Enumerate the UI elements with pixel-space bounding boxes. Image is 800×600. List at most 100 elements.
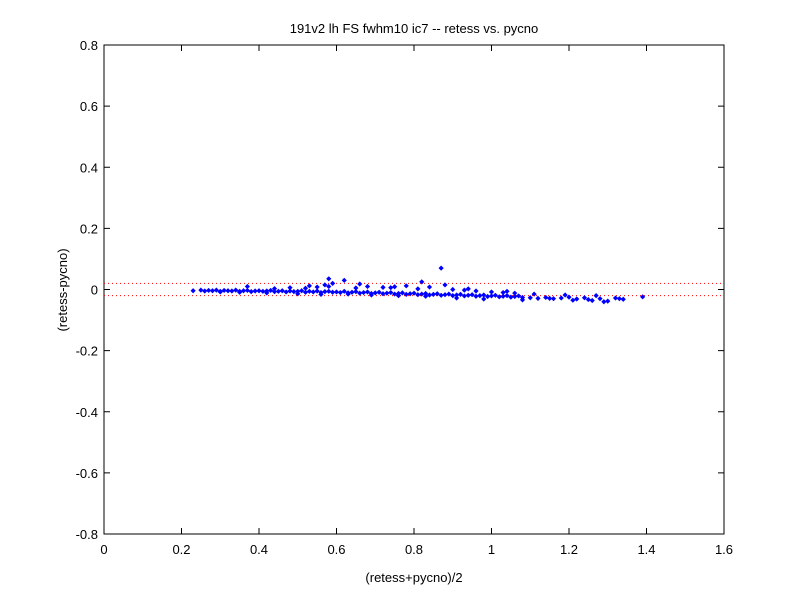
data-point xyxy=(423,293,429,299)
data-point xyxy=(333,289,340,295)
data-point xyxy=(434,291,440,297)
data-point xyxy=(256,288,262,294)
data-point xyxy=(283,289,289,295)
data-point xyxy=(287,288,293,294)
data-point xyxy=(450,293,456,299)
data-point xyxy=(488,289,495,295)
reference-lines xyxy=(104,282,724,297)
data-point xyxy=(481,296,487,302)
data-point xyxy=(581,295,588,301)
data-point xyxy=(275,288,281,294)
data-point xyxy=(314,284,320,290)
data-point xyxy=(570,297,576,303)
y-tick-label: 0.2 xyxy=(80,221,98,236)
data-point xyxy=(438,265,444,271)
data-point xyxy=(516,293,522,299)
data-point xyxy=(504,293,510,299)
data-point xyxy=(492,292,498,298)
data-point xyxy=(299,288,305,294)
data-point xyxy=(326,276,332,282)
data-point xyxy=(349,289,355,295)
data-point xyxy=(593,293,599,299)
data-point xyxy=(403,283,409,289)
y-tick-label: 0.4 xyxy=(80,160,98,175)
data-point xyxy=(469,292,475,298)
data-point xyxy=(473,288,479,294)
data-point xyxy=(244,283,250,290)
data-point xyxy=(229,288,235,294)
data-point xyxy=(225,288,231,294)
data-point xyxy=(302,289,309,295)
data-point xyxy=(419,279,425,285)
data-point xyxy=(202,288,208,294)
data-point xyxy=(326,283,332,290)
data-point xyxy=(306,288,312,294)
data-point xyxy=(287,285,293,291)
data-point xyxy=(500,289,506,296)
data-point xyxy=(566,294,572,300)
x-tick-label: 0.8 xyxy=(405,542,423,557)
data-point xyxy=(361,289,367,296)
data-point xyxy=(380,291,386,297)
x-axis-ticks: 0 0.2 0.4 0.6 0.8 1 1.2 1.4 1.6 xyxy=(100,45,733,557)
data-point xyxy=(558,295,564,301)
plot-frame xyxy=(103,44,725,535)
x-tick-label: 1.2 xyxy=(560,542,578,557)
data-point xyxy=(314,288,320,294)
data-point xyxy=(616,296,622,302)
data-point xyxy=(384,290,390,296)
data-point xyxy=(209,288,216,294)
data-point xyxy=(233,287,239,293)
data-point xyxy=(206,287,212,294)
data-point xyxy=(550,296,557,302)
data-point xyxy=(438,292,444,298)
data-point xyxy=(519,297,526,303)
data-point xyxy=(279,288,285,294)
data-point xyxy=(496,294,502,300)
data-point xyxy=(322,282,328,288)
data-point xyxy=(388,289,394,296)
data-point xyxy=(597,296,603,302)
x-tick-label: 0.2 xyxy=(172,542,190,557)
data-point xyxy=(295,291,301,297)
data-point xyxy=(271,285,278,292)
data-point xyxy=(423,290,429,297)
y-tick-label: 0.6 xyxy=(80,99,98,114)
x-tick-label: 0.6 xyxy=(327,542,345,557)
data-point xyxy=(399,290,405,296)
data-point xyxy=(543,294,549,301)
data-point xyxy=(341,277,347,283)
data-point xyxy=(244,287,250,294)
plot-area xyxy=(103,44,725,535)
data-point xyxy=(415,286,421,292)
data-point xyxy=(392,284,398,290)
data-point xyxy=(508,294,514,300)
data-point xyxy=(380,284,386,290)
data-point xyxy=(426,292,433,298)
data-point xyxy=(372,290,378,296)
data-point xyxy=(446,291,452,297)
y-tick-label: -0.8 xyxy=(76,527,98,542)
data-point xyxy=(504,288,510,294)
data-point xyxy=(527,295,533,301)
data-point xyxy=(271,289,278,295)
data-point xyxy=(477,293,483,299)
data-point xyxy=(430,291,436,297)
data-point xyxy=(388,285,394,291)
data-point xyxy=(442,292,448,298)
data-point xyxy=(364,283,371,290)
data-point xyxy=(302,285,309,291)
data-point xyxy=(601,299,607,305)
data-point xyxy=(612,295,619,301)
data-point xyxy=(605,298,611,304)
data-point xyxy=(473,293,479,299)
data-point xyxy=(357,290,363,296)
data-point xyxy=(512,290,518,296)
x-tick-label: 0 xyxy=(100,542,107,557)
data-point xyxy=(407,291,413,297)
data-point xyxy=(426,284,433,290)
x-tick-label: 0.4 xyxy=(250,542,268,557)
x-tick-label: 1 xyxy=(488,542,495,557)
data-point xyxy=(481,292,487,298)
